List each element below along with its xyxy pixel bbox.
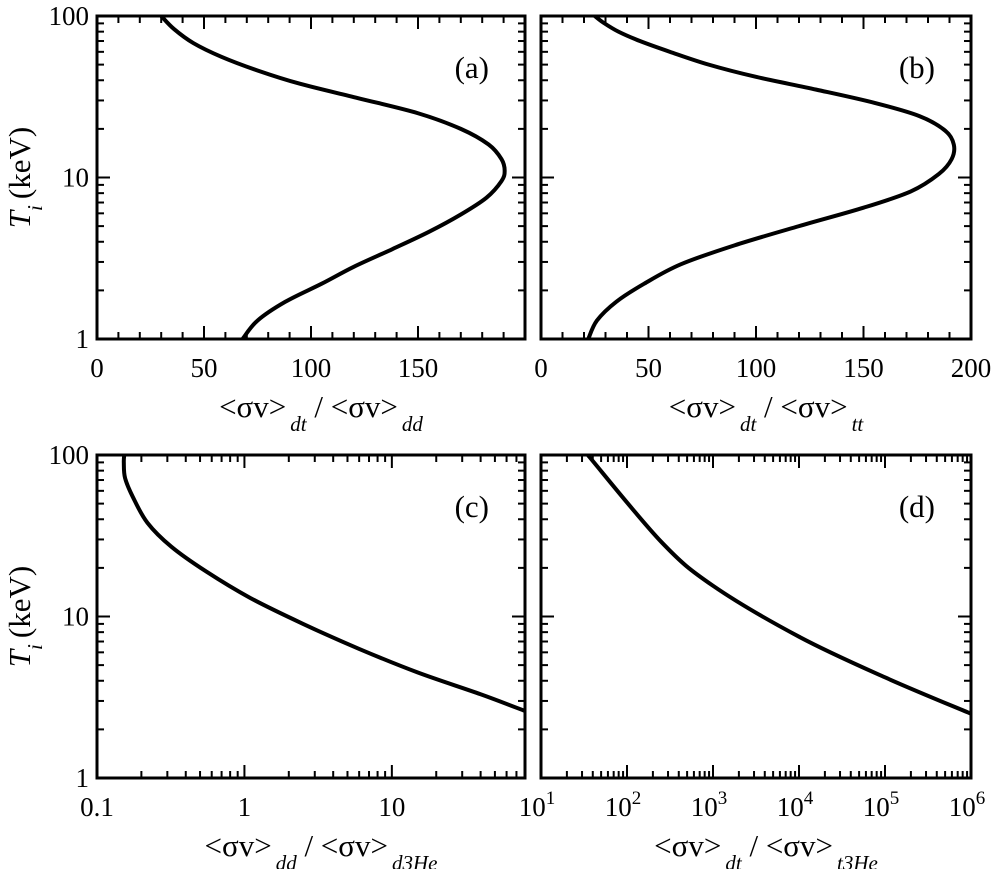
panel-label: (a) [455,50,489,85]
x-tick-label: 106 [949,788,986,822]
x-axis-label: <σv> dt / <σv> dd [219,389,423,436]
axis-ticks [540,454,972,779]
x-tick-label: 0 [534,353,548,383]
y-tick-label: 10 [62,602,89,632]
x-tick-label: 105 [863,788,900,822]
series-line [585,455,971,716]
x-axis-label: <σv> dd / <σv> d3He [205,828,438,869]
x-tick-label: 1 [238,792,252,822]
panel-label: (d) [899,489,935,524]
y-axis-label: Ti(keV) [2,566,47,667]
series-line [586,16,957,339]
x-tick-label: 200 [951,353,992,383]
panel-d: 101 102 103 104 105 106 (d) <σv> dt / <σv> t3He [519,453,986,869]
y-axis-label: Ti(keV) [2,127,47,228]
x-axis-label: <σv> dt / <σv> tt [669,389,865,436]
axis-ticks [96,454,525,779]
x-axis-label: <σv> dt / <σv> t3He [654,828,878,869]
x-tick-label: 101 [519,788,556,822]
panel-a: 0 50 100 150 1 10 100 (a) <σv> dt / <σv> dd Ti(keV) [2,1,527,436]
x-tick-label: 103 [691,788,728,822]
panel-label: (c) [455,489,489,524]
x-tick-label: 50 [635,353,662,383]
series-line [159,16,507,339]
y-tick-label: 100 [49,1,90,31]
x-tick-label: 10 [378,792,405,822]
x-tick-label: 150 [843,353,884,383]
x-tick-label: 150 [398,353,439,383]
x-tick-label: 104 [777,788,814,822]
x-tick-label: 50 [191,353,218,383]
x-tick-label: 102 [605,788,642,822]
axis-ticks [540,15,972,340]
x-tick-label: 0 [90,353,104,383]
x-tick-label: 0.1 [80,792,114,822]
y-tick-label: 1 [76,763,90,793]
y-tick-label: 1 [76,324,90,354]
x-tick-label: 100 [736,353,777,383]
y-tick-label: 100 [49,440,90,470]
x-tick-label: 100 [291,353,332,383]
panel-b: 0 50 100 150 200 (b) <σv> dt / <σv> tt [534,14,992,436]
series-line [121,455,525,713]
axis-ticks [96,15,525,340]
y-tick-label: 10 [62,163,89,193]
panel-label: (b) [899,50,935,85]
